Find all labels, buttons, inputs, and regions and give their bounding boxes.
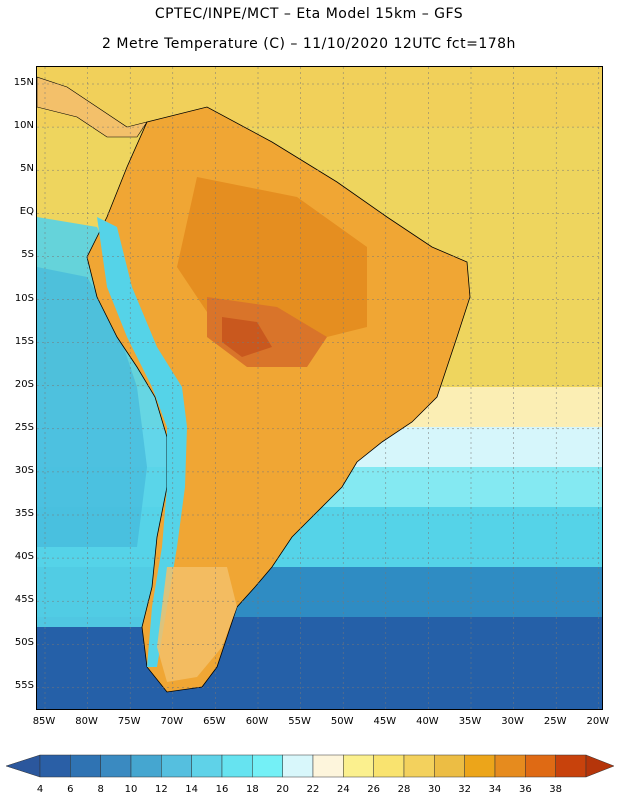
- colorbar-tick-label: 38: [549, 784, 563, 795]
- colorbar-segment: [403, 754, 435, 778]
- colorbar-segment: [525, 754, 556, 778]
- colorbar-tick-label: 30: [427, 784, 441, 795]
- temperature-map: [36, 66, 603, 710]
- andes-cold-strip: [97, 217, 187, 667]
- colorbar-tick-label: 6: [67, 784, 74, 795]
- lon-label: 85W: [32, 716, 56, 727]
- colorbar-tick-label: 24: [336, 784, 350, 795]
- colorbar-tick-label: 26: [367, 784, 381, 795]
- lon-label: 35W: [458, 716, 482, 727]
- colorbar-over-arrow: [585, 754, 615, 778]
- colorbar-tick-label: 20: [276, 784, 290, 795]
- colorbar-segment: [555, 754, 587, 778]
- peak-hot-region: [222, 317, 272, 357]
- colorbar-segment: [434, 754, 465, 778]
- lat-label: 10N: [13, 120, 34, 132]
- colorbar-segment: [191, 754, 223, 778]
- colorbar-segment: [100, 754, 132, 778]
- colorbar-segment: [282, 754, 314, 778]
- lon-label: 50W: [330, 716, 354, 727]
- colorbar-segment: [252, 754, 283, 778]
- lat-label: 5S: [21, 249, 34, 261]
- colorbar-segment: [373, 754, 405, 778]
- colorbar-tick-label: 10: [124, 784, 138, 795]
- lon-label: 60W: [245, 716, 269, 727]
- lat-label: 35S: [14, 508, 34, 519]
- colorbar-tick-label: 36: [518, 784, 532, 795]
- lon-label: 30W: [501, 716, 524, 727]
- lon-label: 55W: [288, 716, 311, 727]
- patagonia-land: [157, 567, 237, 682]
- colorbar-segment: [39, 754, 71, 778]
- colorbar-segment: [221, 754, 253, 778]
- lon-label: 70W: [160, 716, 184, 727]
- colorbar-segment: [343, 754, 374, 778]
- lat-label: 5N: [20, 163, 34, 175]
- lat-label: 50S: [14, 637, 34, 649]
- lat-label: 40S: [14, 551, 34, 563]
- lat-label: 55S: [14, 680, 34, 692]
- lat-label: 25S: [14, 421, 34, 433]
- colorbar-under-arrow: [5, 754, 41, 778]
- lat-label: 20S: [14, 378, 34, 390]
- lat-label: 10S: [14, 292, 34, 304]
- lon-label: 20W: [586, 716, 610, 727]
- lon-label: 25W: [543, 716, 567, 727]
- temperature-colorbar: [5, 754, 615, 778]
- map-subtitle: 2 Metre Temperature (C) – 11/10/2020 12U…: [102, 36, 516, 52]
- colorbar-tick-label: 12: [154, 784, 168, 795]
- lon-label: 40W: [416, 716, 439, 727]
- lon-label: 65W: [203, 716, 226, 727]
- colorbar-segment: [464, 754, 496, 778]
- colorbar-segment: [161, 754, 192, 778]
- central-america-land: [37, 76, 148, 138]
- colorbar-tick-label: 28: [397, 784, 411, 795]
- colorbar-segment: [70, 754, 101, 778]
- colorbar-tick-label: 16: [215, 784, 229, 795]
- colorbar-tick-label: 22: [306, 784, 320, 795]
- colorbar-tick-label: 4: [36, 784, 44, 795]
- colorbar-segment: [312, 754, 344, 778]
- map-title: CPTEC/INPE/MCT – Eta Model 15km – GFS: [154, 6, 464, 22]
- colorbar-tick-label: 34: [488, 784, 502, 795]
- lat-label: 30S: [14, 464, 34, 476]
- colorbar-tick-label: 8: [97, 784, 104, 795]
- lon-label: 80W: [75, 716, 98, 727]
- colorbar-tick-label: 18: [245, 784, 259, 795]
- lat-label: 15S: [14, 335, 34, 347]
- colorbar-segment: [494, 754, 526, 778]
- ocean-band-south: [37, 617, 602, 709]
- ocean-band-north: [37, 67, 602, 127]
- lat-label: EQ: [19, 206, 34, 218]
- colorbar-tick-label: 14: [185, 784, 199, 795]
- colorbar-segment: [130, 754, 162, 778]
- lat-label: 45S: [14, 594, 34, 606]
- lon-label: 75W: [117, 716, 141, 727]
- lon-label: 45W: [373, 716, 397, 727]
- graticule: [37, 67, 602, 709]
- colorbar-tick-label: 32: [458, 784, 472, 795]
- lat-label: 15N: [13, 77, 34, 88]
